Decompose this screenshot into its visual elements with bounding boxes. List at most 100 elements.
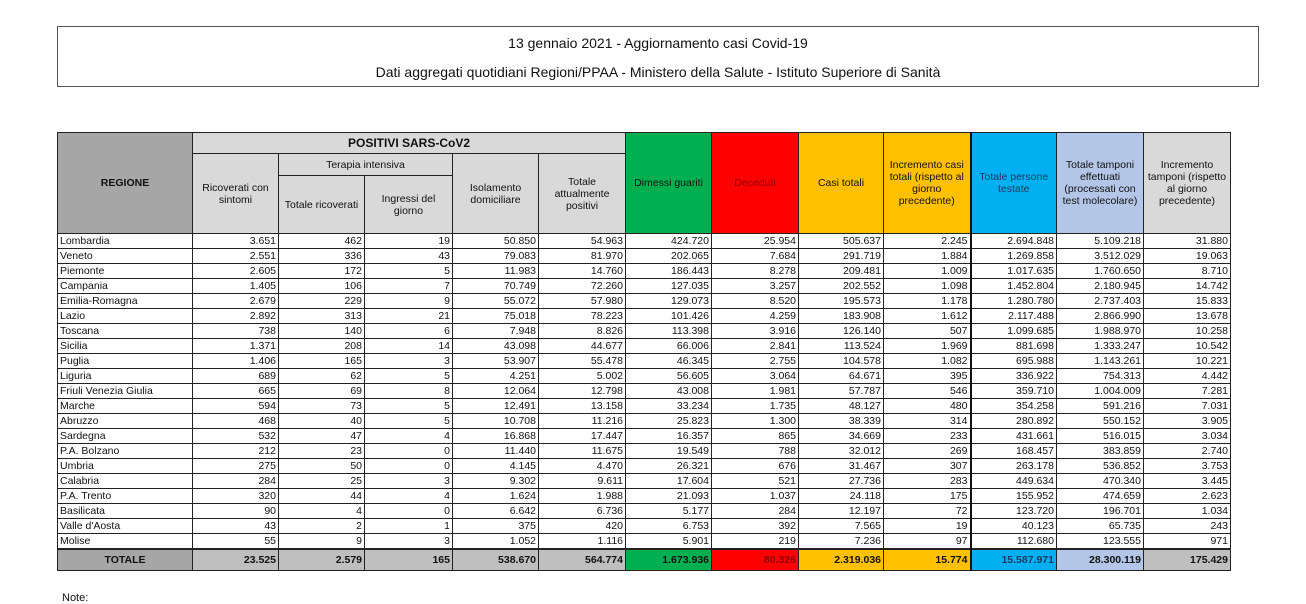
region-name: P.A. Trento	[57, 488, 193, 504]
cell-value: 23.525	[192, 548, 279, 571]
cell-value: 212	[192, 443, 279, 459]
region-name: Sicilia	[57, 338, 193, 354]
region-name: Lazio	[57, 308, 193, 324]
cell-value: 7.281	[1143, 383, 1231, 399]
cell-value: 43.098	[452, 338, 539, 354]
table-row: Toscana 738 140 6 7.948 8.826 113.398 3.916 126.…	[57, 323, 1231, 339]
cell-value: 6.736	[538, 503, 626, 519]
cell-value: 470.340	[1056, 473, 1144, 489]
table-row: Lazio 2.892 313 21 75.018 78.223 101.426 4.259 1…	[57, 308, 1231, 324]
table-row: Abruzzo 468 40 5 10.708 11.216 25.823 1.300 38.3…	[57, 413, 1231, 429]
cell-value: 0	[364, 443, 453, 459]
region-name: Friuli Venezia Giulia	[57, 383, 193, 399]
cell-value: 202.552	[798, 278, 884, 294]
cell-value: 1.371	[192, 338, 279, 354]
cell-value: 7	[364, 278, 453, 294]
cell-value: 5	[364, 413, 453, 429]
cell-value: 284	[711, 503, 799, 519]
cell-value: 34.669	[798, 428, 884, 444]
cell-value: 25.954	[711, 233, 799, 249]
cell-value: 44	[278, 488, 365, 504]
cell-value: 57.787	[798, 383, 884, 399]
header-regione: REGIONE	[57, 132, 193, 234]
cell-value: 183.908	[798, 308, 884, 324]
header-tamponi: Totale tamponi effettuati (processati co…	[1056, 132, 1144, 234]
cell-value: 8	[364, 383, 453, 399]
cell-value: 56.605	[625, 368, 712, 384]
cell-value: 6	[364, 323, 453, 339]
cell-value: 126.140	[798, 323, 884, 339]
table-row: P.A. Bolzano 212 23 0 11.440 11.675 19.549 788 3…	[57, 443, 1231, 459]
cell-value: 263.178	[969, 458, 1057, 474]
cell-value: 1.969	[883, 338, 971, 354]
cell-value: 11.983	[452, 263, 539, 279]
cell-value: 2.551	[192, 248, 279, 264]
cell-value: 336.922	[969, 368, 1057, 384]
cell-value: 202.065	[625, 248, 712, 264]
cell-value: 81.970	[538, 248, 626, 264]
cell-value: 5.901	[625, 533, 712, 550]
cell-value: 538.670	[452, 548, 539, 571]
cell-value: 10.542	[1143, 338, 1231, 354]
cell-value: 1.269.858	[969, 248, 1057, 264]
cell-value: 195.573	[798, 293, 884, 309]
table-row: Veneto 2.551 336 43 79.083 81.970 202.065 7.684…	[57, 248, 1231, 264]
cell-value: 695.988	[969, 353, 1057, 369]
cell-value: 283	[883, 473, 971, 489]
cell-value: 127.035	[625, 278, 712, 294]
cell-value: 0	[364, 503, 453, 519]
cell-value: 54.963	[538, 233, 626, 249]
cell-value: 1.884	[883, 248, 971, 264]
cell-value: 8.520	[711, 293, 799, 309]
cell-value: 46.345	[625, 353, 712, 369]
cell-value: 6.642	[452, 503, 539, 519]
report-title-box: 13 gennaio 2021 - Aggiornamento casi Cov…	[57, 26, 1259, 87]
cell-value: 5	[364, 368, 453, 384]
cell-value: 113.524	[798, 338, 884, 354]
header-casi-totali: Casi totali	[798, 132, 884, 234]
region-name: Piemonte	[57, 263, 193, 279]
cell-value: 383.859	[1056, 443, 1144, 459]
region-name: Puglia	[57, 353, 193, 369]
cell-value: 24.118	[798, 488, 884, 504]
cell-value: 2.623	[1143, 488, 1231, 504]
cell-value: 5.002	[538, 368, 626, 384]
region-name: Lombardia	[57, 233, 193, 249]
cell-value: 3.064	[711, 368, 799, 384]
cell-value: 2.679	[192, 293, 279, 309]
cell-value: 474.659	[1056, 488, 1144, 504]
table-row: Campania 1.405 106 7 70.749 72.260 127.035 3.25…	[57, 278, 1231, 294]
cell-value: 359.710	[969, 383, 1057, 399]
cell-value: 1.037	[711, 488, 799, 504]
cell-value: 1.034	[1143, 503, 1231, 519]
cell-value: 1.052	[452, 533, 539, 550]
cell-value: 507	[883, 323, 971, 339]
header-ingressi-giorno: Ingressi del giorno	[364, 175, 453, 234]
region-name: Liguria	[57, 368, 193, 384]
cell-value: 3.916	[711, 323, 799, 339]
cell-value: 155.952	[969, 488, 1057, 504]
cell-value: 1.143.261	[1056, 353, 1144, 369]
cell-value: 48.127	[798, 398, 884, 414]
header-persone-testate: Totale persone testate	[969, 132, 1057, 234]
cell-value: 431.661	[969, 428, 1057, 444]
region-name: Molise	[57, 533, 193, 550]
cell-value: 112.680	[969, 533, 1057, 550]
cell-value: 25.823	[625, 413, 712, 429]
cell-value: 43	[364, 248, 453, 264]
cell-value: 13.158	[538, 398, 626, 414]
cell-value: 27.736	[798, 473, 884, 489]
region-name: Marche	[57, 398, 193, 414]
cell-value: 754.313	[1056, 368, 1144, 384]
cell-value: 17.604	[625, 473, 712, 489]
cell-value: 7.236	[798, 533, 884, 550]
cell-value: 175	[883, 488, 971, 504]
cell-value: 7.684	[711, 248, 799, 264]
cell-value: 3.651	[192, 233, 279, 249]
cell-value: 172	[278, 263, 365, 279]
cell-value: 2.866.990	[1056, 308, 1144, 324]
cell-value: 55.072	[452, 293, 539, 309]
cell-value: 594	[192, 398, 279, 414]
cell-value: 14.760	[538, 263, 626, 279]
cell-value: 66.006	[625, 338, 712, 354]
